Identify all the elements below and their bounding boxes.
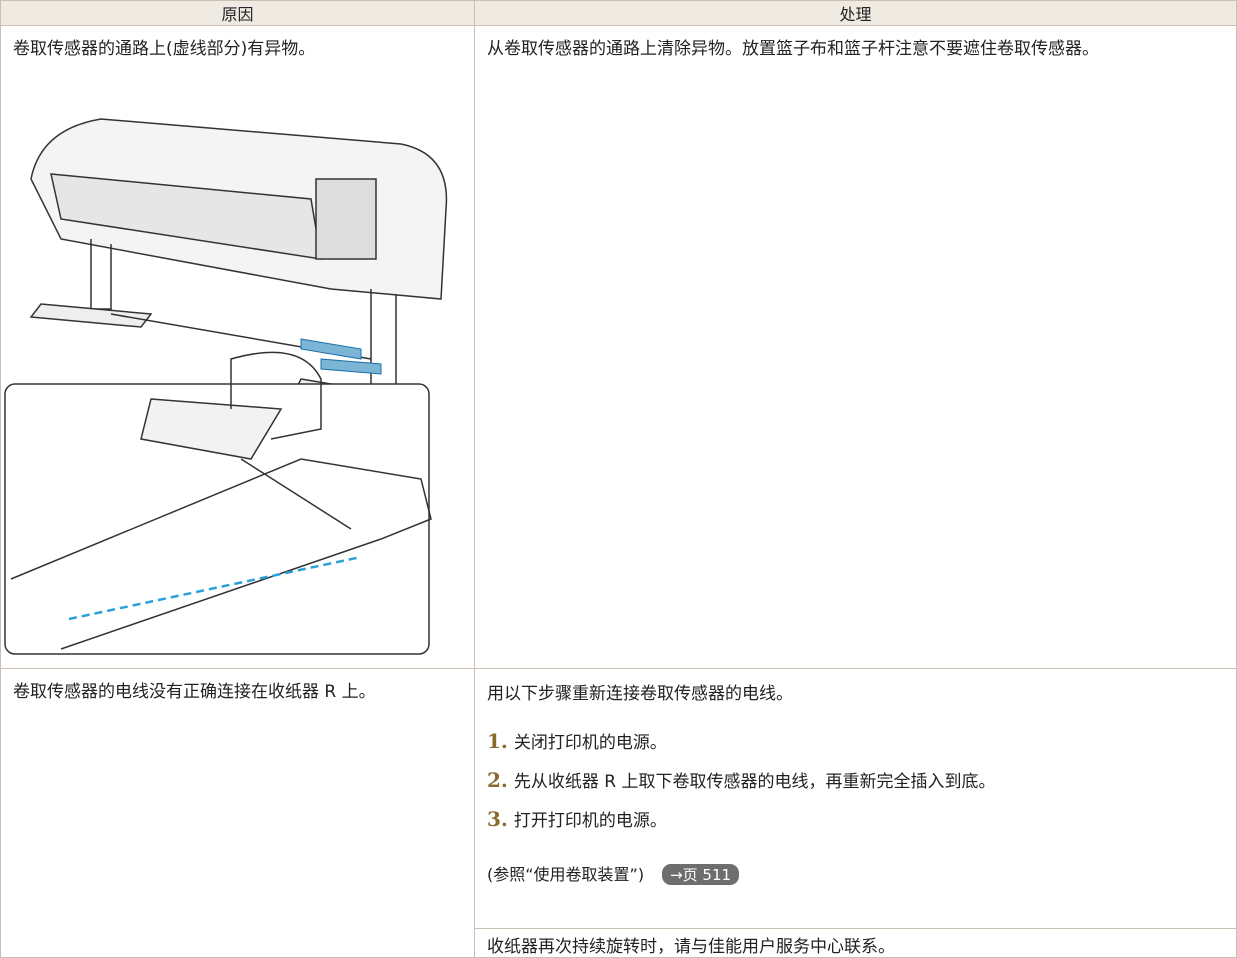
step: 2. 先从收纸器 R 上取下卷取传感器的电线，再重新完全插入到底。 <box>487 767 1236 792</box>
reference: (参照“使用卷取装置”) <box>487 865 645 884</box>
action-text: 用以下步骤重新连接卷取传感器的电线。 <box>487 684 793 704</box>
action-cell: 从卷取传感器的通路上清除异物。放置篮子布和篮子杆注意不要遮住卷取传感器。 <box>474 25 1237 669</box>
action-text: 从卷取传感器的通路上清除异物。放置篮子布和篮子杆注意不要遮住卷取传感器。 <box>487 39 1099 59</box>
step-list: 1. 关闭打印机的电源。 2. 先从收纸器 R 上取下卷取传感器的电线，再重新完全插… <box>487 728 1236 831</box>
step-text: 打开打印机的电源。 <box>513 811 667 831</box>
step-text: 关闭打印机的电源。 <box>513 733 667 753</box>
step-text: 先从收纸器 R 上取下卷取传感器的电线，再重新完全插入到底。 <box>513 772 996 792</box>
action-text: 收纸器再次持续旋转时，请与佳能用户服务中心联系。 <box>487 937 895 957</box>
action-cell: 用以下步骤重新连接卷取传感器的电线。 1. 关闭打印机的电源。 2. 先从收纸器 R… <box>474 668 1237 929</box>
step-number: 1. <box>487 729 508 753</box>
step: 3. 打开打印机的电源。 <box>487 806 1236 831</box>
header-cell: 原因 <box>0 0 475 26</box>
step: 1. 关闭打印机的电源。 <box>487 728 1236 753</box>
cause-text: 卷取传感器的通路上(虚线部分)有异物。 <box>13 39 316 59</box>
illustration <box>4 118 448 655</box>
cause-text: 卷取传感器的电线没有正确连接在收纸器 R 上。 <box>13 682 376 702</box>
cause-cell: 卷取传感器的通路上(虚线部分)有异物。 <box>0 25 475 669</box>
page-link[interactable]: →页 511 <box>662 864 740 885</box>
header-cell: 处理 <box>474 0 1237 26</box>
action-cell: 收纸器再次持续旋转时，请与佳能用户服务中心联系。 <box>474 928 1237 958</box>
cause-cell: 卷取传感器的电线没有正确连接在收纸器 R 上。 <box>0 668 475 958</box>
step-number: 2. <box>487 768 508 792</box>
step-number: 3. <box>487 807 508 831</box>
